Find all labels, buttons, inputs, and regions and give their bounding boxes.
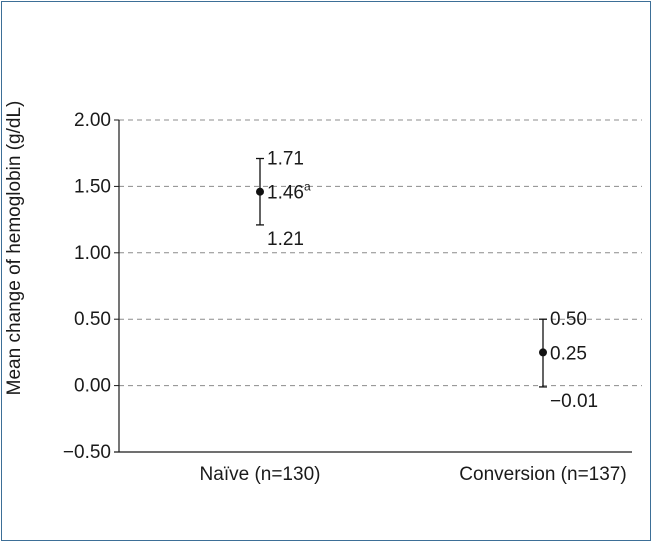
mean-point <box>539 348 547 357</box>
y-tick-labels: 2.00 1.50 1.00 0.50 0.00 −0.50 <box>63 110 111 463</box>
y-tick-label: −0.50 <box>63 442 111 463</box>
gridlines <box>119 119 642 387</box>
mean-value-superscript: a <box>304 180 311 194</box>
axes <box>114 119 632 453</box>
y-tick-label: 1.00 <box>74 243 111 264</box>
mean-value-label: 1.46a <box>267 180 311 204</box>
lower-value-label: −0.01 <box>550 391 598 412</box>
y-tick-label: 0.00 <box>74 376 111 397</box>
x-category-label: Naïve (n=130) <box>200 464 321 485</box>
x-category-label: Conversion (n=137) <box>459 464 626 485</box>
upper-value-label: 1.71 <box>267 149 304 170</box>
lower-value-label: 1.21 <box>267 229 304 250</box>
mean-value-label: 0.25 <box>550 343 587 364</box>
upper-value-label: 0.50 <box>550 309 587 330</box>
mean-point <box>256 187 264 196</box>
x-category-labels: Naïve (n=130) Conversion (n=137) <box>200 464 627 485</box>
data-points: 1.71 1.46a 1.21 0.50 0.25 −0.01 <box>256 149 598 412</box>
y-tick-label: 2.00 <box>74 110 111 131</box>
data-point-group: 0.50 0.25 −0.01 <box>539 309 598 412</box>
y-tick-label: 0.50 <box>74 309 111 330</box>
y-tick-label: 1.50 <box>74 176 111 197</box>
data-point-group: 1.71 1.46a 1.21 <box>256 149 311 250</box>
y-axis-label: Mean change of hemoglobin (g/dL) <box>4 101 25 396</box>
